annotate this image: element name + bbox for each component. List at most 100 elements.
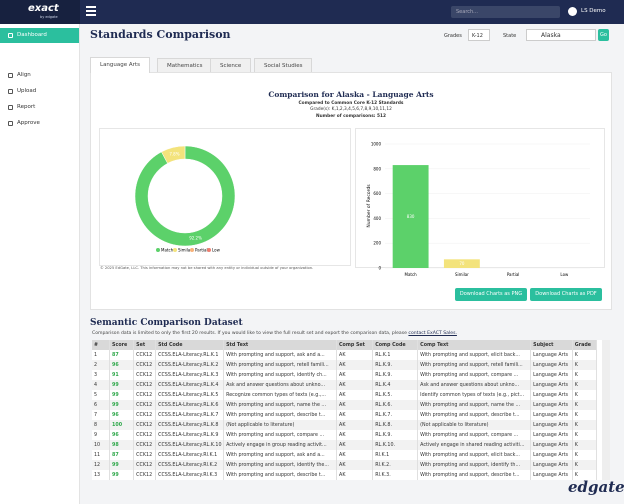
tab[interactable]: Social Studies (254, 58, 312, 72)
table-cell: CCSS.ELA-Literacy.RI.K.1 (156, 450, 224, 460)
table-row: 1399CCK12CCSS.ELA-Literacy.RI.K.3 With pr… (92, 470, 597, 480)
bar-label: 830 (407, 214, 415, 219)
table-row: 187CCK12CCSS.ELA-Literacy.RL.K.1With pro… (92, 350, 597, 360)
note-text: Comparison data is limited to only the f… (92, 331, 407, 336)
table-row: 499CCK12CCSS.ELA-Literacy.RL.K.4Ask and … (92, 380, 597, 390)
table-row: 296CCK12CCSS.ELA-Literacy.RL.K.2With pro… (92, 360, 597, 370)
table-cell: AK (337, 350, 373, 360)
tab[interactable]: Language Arts (90, 57, 150, 73)
table-cell: 9 (92, 430, 110, 440)
table-cell: Ask and answer questions about unkno... (418, 380, 531, 390)
table-cell: With prompting and support, identify ch.… (224, 370, 337, 380)
table-cell: RI.K.2. (373, 460, 418, 470)
download-button[interactable]: Download Charts as PNG (455, 288, 527, 301)
table-cell: RI.K.3. (373, 470, 418, 480)
table-cell: Language Arts (531, 360, 573, 370)
table-cell: Language Arts (531, 420, 573, 430)
table-cell: AK (337, 430, 373, 440)
table-row: 796CCK12CCSS.ELA-Literacy.RL.K.7With pro… (92, 410, 597, 420)
legend-swatch (207, 248, 211, 252)
table-cell: 98 (110, 440, 134, 450)
table-cell: 3 (92, 370, 110, 380)
table-cell: K (572, 430, 596, 440)
table-cell: 91 (110, 370, 134, 380)
table-cell: CCSS.ELA-Literacy.RL.K.5 (156, 390, 224, 400)
table-cell: With prompting and support, describe t..… (418, 470, 531, 480)
table-cell: With prompting and support, compare ... (224, 430, 337, 440)
table-cell: K (572, 420, 596, 430)
table-cell: RL.K.1 (373, 350, 418, 360)
table-row: 8100CCK12CCSS.ELA-Literacy.RL.K.8(Not ap… (92, 420, 597, 430)
table-cell: 96 (110, 430, 134, 440)
y-tick-label: 0 (378, 266, 381, 271)
table-cell: CCK12 (134, 370, 156, 380)
table-cell: With prompting and support, describe t..… (418, 410, 531, 420)
download-button[interactable]: Download Charts as PDF (530, 288, 602, 301)
table-row: 699CCK12CCSS.ELA-Literacy.RL.K.6With pro… (92, 400, 597, 410)
y-tick-label: 600 (373, 191, 381, 196)
tab[interactable]: Mathematics (157, 58, 212, 72)
table-cell: 100 (110, 420, 134, 430)
scrollbar[interactable] (602, 340, 610, 480)
table-cell: RL.K.9. (373, 370, 418, 380)
table-cell: With prompting and support, compare ... (418, 370, 531, 380)
table-cell: RI.K.1 (373, 450, 418, 460)
slice-label: 92.2% (189, 236, 202, 241)
column-header: Comp Code (373, 340, 418, 350)
table-cell: With prompting and support, elicit back.… (418, 350, 531, 360)
table-cell: RL.K.8. (373, 420, 418, 430)
table-cell: CCSS.ELA-Literacy.RL.K.9 (156, 430, 224, 440)
legend-label: Low (212, 248, 221, 253)
y-tick-label: 1000 (371, 142, 382, 147)
sales-link[interactable]: contact ExACT Sales. (408, 331, 457, 336)
slice-label: 7.8% (169, 151, 179, 156)
table-row: 1098CCK12CCSS.ELA-Literacy.RL.K.10Active… (92, 440, 597, 450)
table-row: 391CCK12CCSS.ELA-Literacy.RL.K.3With pro… (92, 370, 597, 380)
table-cell: RL.K.6. (373, 400, 418, 410)
tab[interactable]: Science (210, 58, 251, 72)
donut-slice (135, 146, 235, 246)
table-cell: Language Arts (531, 350, 573, 360)
table-cell: CCSS.ELA-Literacy.RL.K.8 (156, 420, 224, 430)
table-row: 1187CCK12CCSS.ELA-Literacy.RI.K.1With pr… (92, 450, 597, 460)
table-cell: Actively engage in shared reading activi… (418, 440, 531, 450)
table-cell: Language Arts (531, 470, 573, 480)
table-cell: CCSS.ELA-Literacy.RL.K.4 (156, 380, 224, 390)
column-header: Comp Text (418, 340, 531, 350)
table-cell: 1 (92, 350, 110, 360)
table-cell: 7 (92, 410, 110, 420)
bar-label: 70 (459, 261, 465, 266)
x-tick-label: Match (405, 272, 418, 277)
table-cell: 99 (110, 470, 134, 480)
table-cell: CCK12 (134, 350, 156, 360)
table-cell: AK (337, 440, 373, 450)
x-tick-label: Low (560, 272, 569, 277)
table-cell: CCSS.ELA-Literacy.RI.K.3 (156, 470, 224, 480)
column-header: Grade (572, 340, 596, 350)
table-cell: CCK12 (134, 440, 156, 450)
table-cell: RL.K.4 (373, 380, 418, 390)
column-header: Subject (531, 340, 573, 350)
table-cell: Recognize common types of texts (e.g.,..… (224, 390, 337, 400)
table-cell: K (572, 410, 596, 420)
table-cell: 12 (92, 460, 110, 470)
table-cell: 99 (110, 380, 134, 390)
table-cell: RL.K.5. (373, 390, 418, 400)
legend-label: Partial (195, 248, 208, 253)
x-tick-label: Similar (455, 272, 469, 277)
table-cell: CCK12 (134, 390, 156, 400)
table-cell: Actively engage in group reading activit… (224, 440, 337, 450)
table-cell: 10 (92, 440, 110, 450)
table-cell: With prompting and support, retell famil… (418, 360, 531, 370)
table-cell: With prompting and support, name the ... (224, 400, 337, 410)
y-tick-label: 800 (373, 166, 381, 171)
table-cell: 13 (92, 470, 110, 480)
table-cell: CCSS.ELA-Literacy.RL.K.10 (156, 440, 224, 450)
table-cell: 96 (110, 360, 134, 370)
table-cell: CCSS.ELA-Literacy.RL.K.6 (156, 400, 224, 410)
column-header: Score (110, 340, 134, 350)
table-cell: CCK12 (134, 360, 156, 370)
table-cell: AK (337, 460, 373, 470)
legend-swatch (156, 248, 160, 252)
table-cell: CCK12 (134, 470, 156, 480)
